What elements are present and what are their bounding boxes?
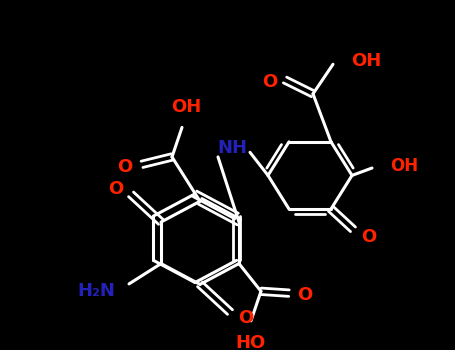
- Text: OH: OH: [171, 98, 201, 116]
- Text: O: O: [238, 309, 253, 327]
- Text: NH: NH: [217, 139, 247, 157]
- Text: O: O: [361, 228, 376, 246]
- Text: O: O: [117, 158, 132, 176]
- Text: O: O: [297, 286, 312, 304]
- Text: OH: OH: [351, 51, 381, 70]
- Text: OH: OH: [390, 157, 418, 175]
- Text: O: O: [262, 73, 277, 91]
- Text: HO: HO: [236, 334, 266, 350]
- Text: O: O: [108, 180, 123, 198]
- Text: H₂N: H₂N: [77, 282, 115, 300]
